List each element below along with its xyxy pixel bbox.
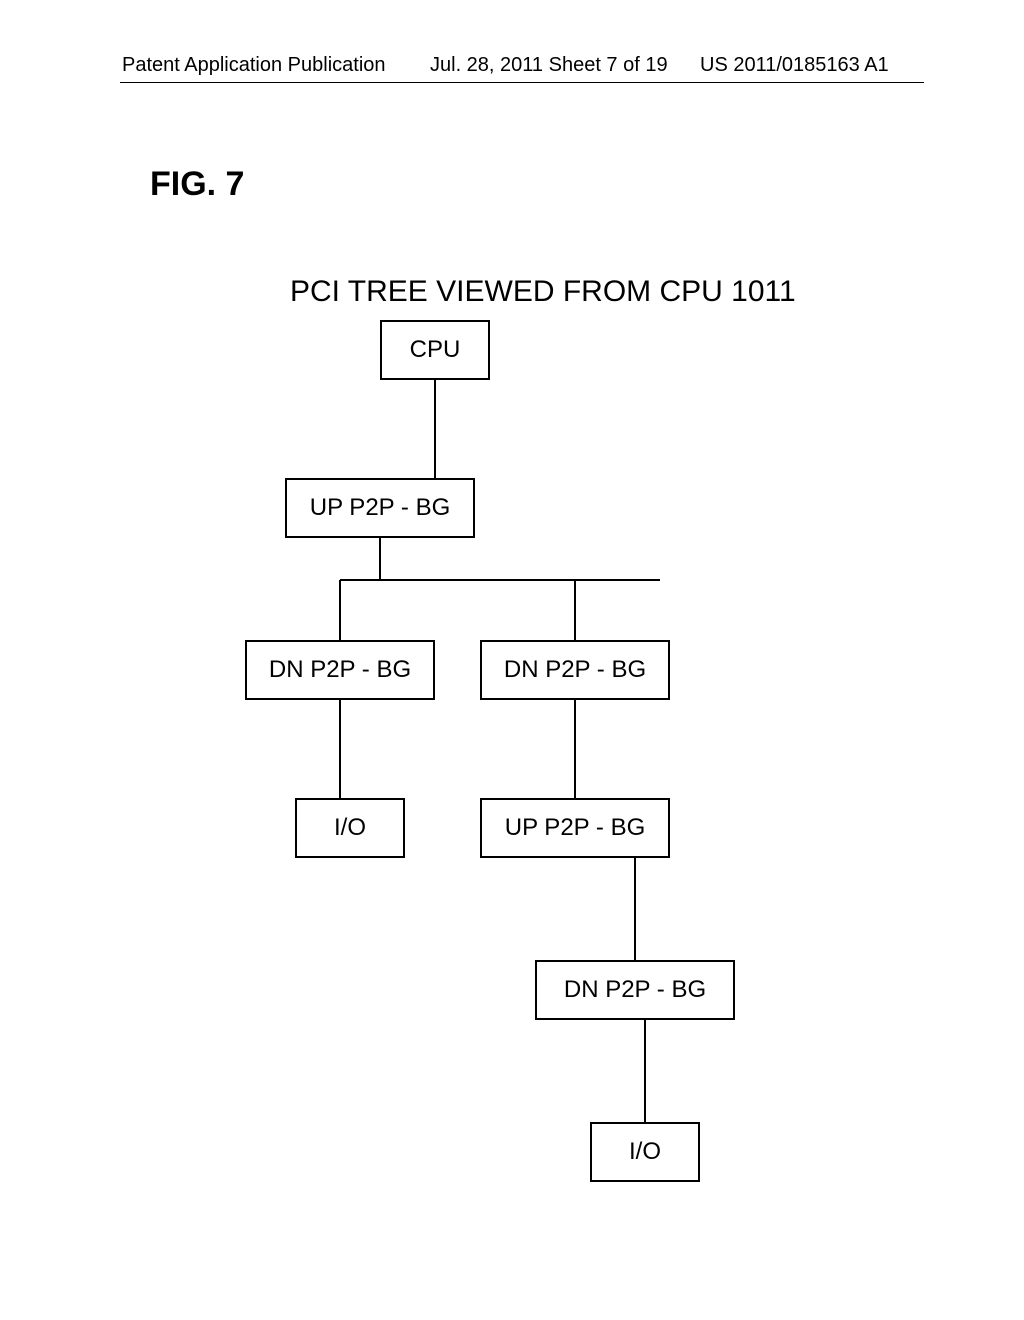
node-dn-p2p-bg-1: DN P2P - BG: [245, 640, 435, 700]
node-cpu: CPU: [380, 320, 490, 380]
node-up-p2p-bg-1: UP P2P - BG: [285, 478, 475, 538]
node-io-1: I/O: [295, 798, 405, 858]
node-io-2: I/O: [590, 1122, 700, 1182]
node-dn-p2p-bg-3: DN P2P - BG: [535, 960, 735, 1020]
page: Patent Application Publication Jul. 28, …: [0, 0, 1024, 1320]
node-dn-p2p-bg-2: DN P2P - BG: [480, 640, 670, 700]
node-up-p2p-bg-2: UP P2P - BG: [480, 798, 670, 858]
